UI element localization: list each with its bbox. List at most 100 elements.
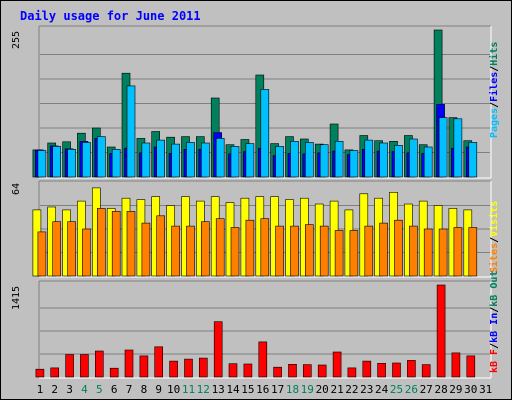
bar-kb-f xyxy=(213,321,223,378)
bar-pages xyxy=(290,141,299,178)
bar-kb-f xyxy=(466,355,476,378)
bar-kb-f xyxy=(109,367,119,378)
day-label: 2 xyxy=(51,383,58,396)
day-label: 15 xyxy=(241,383,254,396)
bar-sites xyxy=(349,230,359,277)
day-label: 5 xyxy=(96,383,103,396)
bar-kb-f xyxy=(258,341,268,378)
day-label: 29 xyxy=(449,383,462,396)
bar-sites xyxy=(304,224,314,277)
day-label: 13 xyxy=(212,383,225,396)
bar-kb-f xyxy=(243,363,253,378)
bar-kb-f xyxy=(80,354,89,378)
legend-entry: kB Out xyxy=(489,271,500,307)
legend-panel-1: Pages/Files/Hits xyxy=(488,42,500,138)
bar-pages xyxy=(126,85,136,178)
bar-kb-f xyxy=(154,346,163,378)
legend-entry: Visits xyxy=(488,201,500,237)
bar-sites xyxy=(438,228,448,277)
bar-pages xyxy=(156,139,165,178)
legend-panel-2: Sites/Visits xyxy=(488,201,500,273)
bar-pages xyxy=(141,142,151,178)
bar-sites xyxy=(453,227,463,277)
day-label: 21 xyxy=(330,383,343,396)
day-label: 11 xyxy=(182,383,195,396)
bar-pages xyxy=(468,142,478,178)
legend-entry: Sites xyxy=(488,243,500,273)
legend-entry: / xyxy=(489,307,500,313)
bar-kb-f xyxy=(421,364,431,378)
day-label: 23 xyxy=(360,383,373,396)
day-label: 3 xyxy=(66,383,73,396)
day-label: 27 xyxy=(420,383,433,396)
day-label: 10 xyxy=(167,383,180,396)
bar-pages xyxy=(260,89,270,178)
bar-pages xyxy=(319,144,329,178)
bar-pages xyxy=(52,146,62,178)
bar-sites xyxy=(468,227,478,277)
bar-kb-f xyxy=(377,362,386,378)
bars-kbytes xyxy=(35,284,476,378)
chart-title: Daily usage for June 2011 xyxy=(20,9,201,23)
bar-sites xyxy=(290,225,299,277)
bar-kb-f xyxy=(392,362,401,378)
bar-sites xyxy=(409,225,418,277)
bar-sites xyxy=(126,211,136,277)
bar-pages xyxy=(37,150,47,178)
bar-sites xyxy=(260,218,270,277)
bar-sites xyxy=(52,221,62,277)
x-axis-day-labels: 1 2 3 4 5 6 7 8 9 10 11 12 13 14 15 16 17 18 19 20 21 22 23 24 2… xyxy=(37,383,493,396)
legend-entry: kB F xyxy=(489,349,500,373)
bar-kb-f xyxy=(124,349,134,378)
bar-pages xyxy=(186,142,195,178)
bar-sites xyxy=(245,219,255,277)
bar-pages xyxy=(334,141,344,178)
day-label: 8 xyxy=(141,383,148,396)
bar-sites xyxy=(67,221,76,277)
legend-entry: kB In xyxy=(489,313,500,343)
bar-sites xyxy=(275,225,284,277)
bar-sites xyxy=(82,228,91,277)
bar-kb-f xyxy=(35,368,45,378)
bar-sites xyxy=(156,215,165,277)
bar-pages xyxy=(230,146,240,178)
bar-kb-f xyxy=(288,363,297,378)
bar-pages xyxy=(201,142,210,178)
day-label: 9 xyxy=(155,383,162,396)
bar-pages xyxy=(364,139,374,178)
bar-kb-f xyxy=(184,358,193,378)
bar-kb-f xyxy=(169,360,178,378)
bar-sites xyxy=(171,225,180,277)
legend-entry: Hits xyxy=(488,42,500,66)
day-label: 24 xyxy=(375,383,389,396)
bar-sites xyxy=(364,225,374,277)
bar-pages xyxy=(394,145,403,178)
bar-pages xyxy=(349,150,359,178)
day-label: 31 xyxy=(479,383,492,396)
legend-entry: / xyxy=(489,66,500,72)
bar-kb-f xyxy=(50,367,60,378)
bar-sites xyxy=(141,222,151,277)
legend-panel-3: kB F/kB In/kB Out xyxy=(489,271,500,373)
bar-sites xyxy=(423,228,433,277)
bar-pages xyxy=(409,138,418,178)
bar-sites xyxy=(230,227,240,277)
day-label: 25 xyxy=(390,383,403,396)
y-max-label-panel-2: 64 xyxy=(11,183,22,195)
bar-kb-f xyxy=(347,367,357,378)
bar-kb-f xyxy=(199,357,208,378)
legend-entry: / xyxy=(489,237,500,243)
bar-pages xyxy=(304,142,314,178)
day-label: 17 xyxy=(271,383,284,396)
y-max-label-panel-1: 255 xyxy=(11,31,22,49)
bar-sites xyxy=(379,222,388,277)
legend-entry: Pages xyxy=(489,108,500,138)
day-label: 12 xyxy=(197,383,210,396)
bar-kb-f xyxy=(65,354,74,378)
day-label: 14 xyxy=(226,383,240,396)
day-label: 18 xyxy=(286,383,299,396)
day-label: 6 xyxy=(111,383,118,396)
bar-sites xyxy=(97,208,106,277)
bar-pages xyxy=(245,143,255,178)
